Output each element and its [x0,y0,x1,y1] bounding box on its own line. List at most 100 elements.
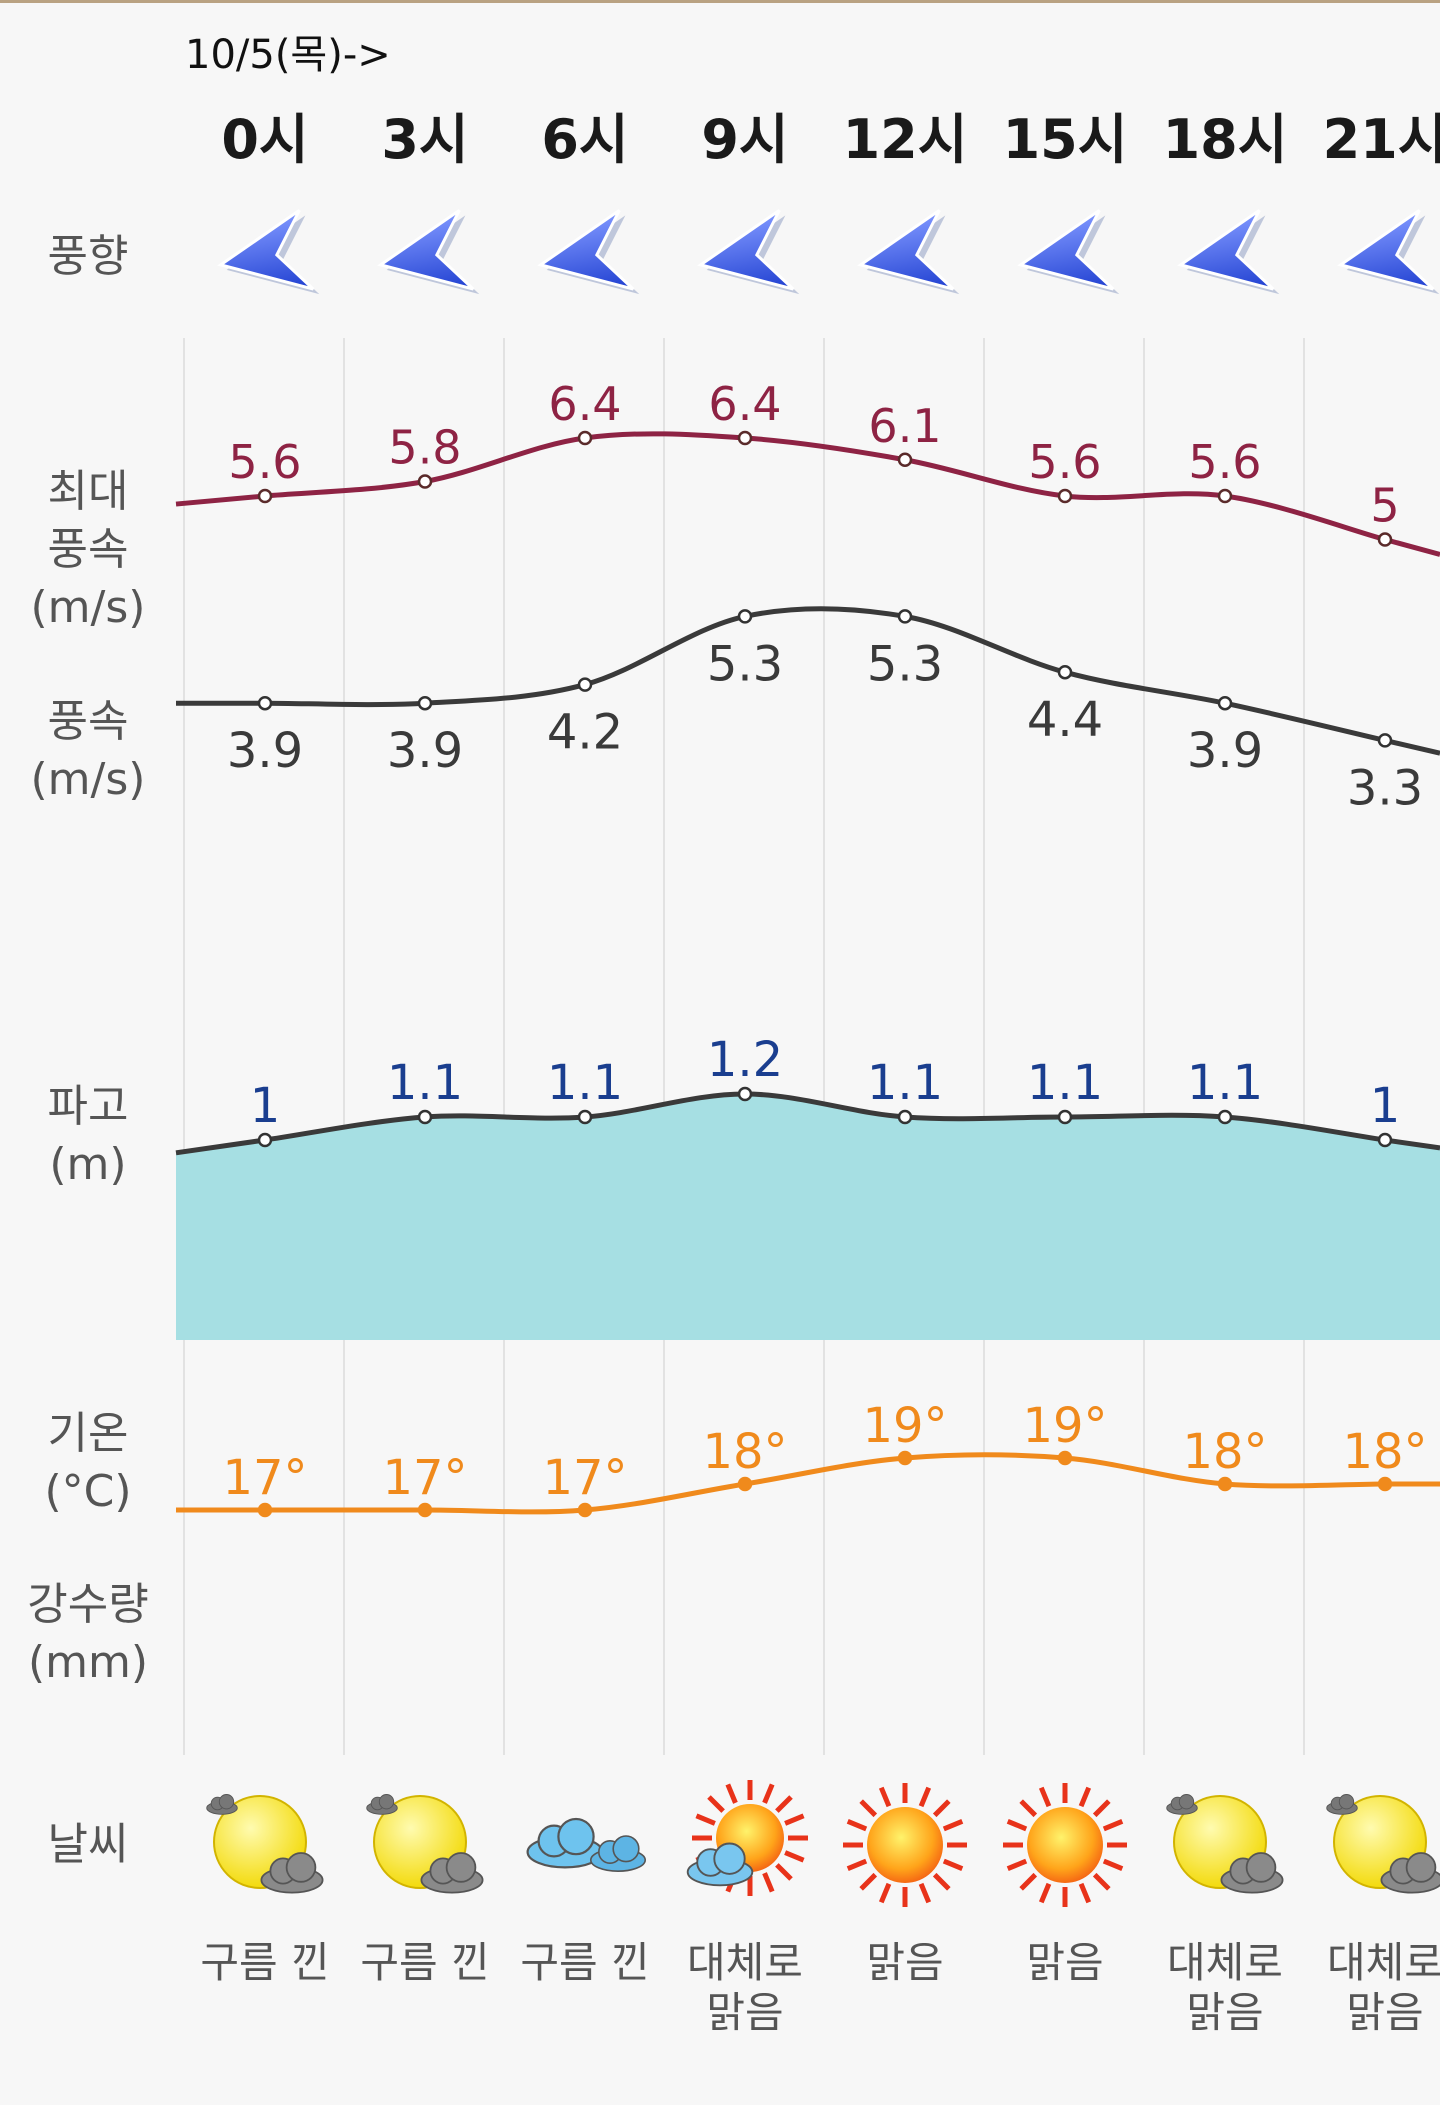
wind-arrow-icon [537,209,640,295]
temperature-point [897,1450,913,1466]
wind-arrow-icon [697,209,800,295]
condition-label: 대체로 맑음 [1167,1938,1283,2037]
sun-cloud-icon [200,1780,330,1910]
max-wind-point [737,430,753,446]
max-wind-point [1057,488,1073,504]
temperature-point [1057,1450,1073,1466]
wave-point [257,1132,273,1148]
max-wind-point [1217,488,1233,504]
wind-speed-value: 3.3 [1347,760,1423,816]
temperature-value: 17° [222,1450,307,1506]
wind-direction-label: 풍향 [47,231,129,282]
wind-speed-point [1217,695,1233,711]
max-wind-line [175,431,1440,557]
wind-speed-point [1377,733,1393,748]
sun-cloud-icon [1320,1780,1440,1910]
wind-arrow-icon [217,209,320,295]
temperature-value: 18° [1182,1424,1267,1480]
date-label: 10/5(목)-> [185,32,391,78]
max-wind-value: 5.6 [1028,435,1101,489]
temperature-point [737,1476,753,1492]
wind-arrow-icon [1337,209,1440,295]
wave-height-value: 1.1 [547,1055,623,1111]
wave-height-value: 1.1 [1027,1055,1103,1111]
temperature-label: 기온 (°C) [44,1408,132,1517]
hour-label: 18시 [1162,108,1288,171]
sun-icon [1000,1780,1130,1910]
max-wind-value: 5 [1370,479,1399,533]
wind-speed-value: 5.3 [707,636,783,692]
wind-speed-point [1057,664,1073,680]
hour-label: 0시 [221,108,309,171]
wind-speed-value: 3.9 [1187,723,1263,779]
max-wind-point [257,488,273,504]
condition-label: 구름 낀 [200,1938,330,1987]
wave-height-value: 1.1 [1187,1055,1263,1111]
temperature-value: 19° [862,1398,947,1454]
wave-point [417,1109,433,1125]
wind-speed-point [257,695,273,711]
wave-height-value: 1 [250,1078,281,1134]
top-border [0,0,1440,3]
condition-label: 대체로 맑음 [1327,1938,1440,2037]
wind-speed-value: 5.3 [867,636,943,692]
wave-point [1057,1109,1073,1125]
wind-speed-point [417,695,433,711]
wind-arrow-icon [857,209,960,295]
temperature-point [1217,1476,1233,1492]
precipitation-label: 강수량 (mm) [27,1579,149,1688]
wave-point [577,1109,593,1125]
wind-direction-row [217,209,1440,295]
wave-area [176,1094,1440,1340]
wind-arrow-icon [1017,209,1120,295]
temperature-point [257,1502,273,1518]
wind-speed-point [577,677,593,692]
max-wind-point [1377,532,1393,547]
temperature-value: 18° [702,1424,787,1480]
temperature-value: 17° [382,1450,467,1506]
hour-label: 6시 [541,108,629,171]
hour-label: 3시 [381,108,469,171]
temperature-point [417,1502,433,1518]
weather-label: 날씨 [47,1819,129,1870]
wave-point [897,1109,913,1125]
temperature-value: 17° [542,1450,627,1506]
temperature-line [176,1452,1440,1515]
wind-speed-label: 풍속 (m/s) [30,696,146,805]
max-wind-point [897,452,913,467]
hour-label: 9시 [701,108,789,171]
temperature-value: 19° [1022,1398,1107,1454]
wave-height-value: 1 [1370,1078,1401,1134]
wave-point [1217,1109,1233,1125]
condition-label: 구름 낀 [520,1938,650,1987]
wind-speed-point [737,609,753,624]
temperature-value: 18° [1342,1424,1427,1480]
max-wind-value: 5.6 [1188,435,1261,489]
wave-height-label: 파고 (m) [47,1081,129,1190]
max-wind-value: 5.8 [388,421,461,475]
wind-speed-point [897,609,913,624]
wave-line [175,1091,1440,1156]
wave-height-value: 1.1 [867,1055,943,1111]
sunny-cloud-icon [680,1780,810,1910]
wind-speed-line [175,606,1440,756]
wave-point [1377,1132,1393,1148]
temperature-point [577,1502,593,1518]
temperature-point [1377,1476,1393,1492]
wind-speed-value: 4.4 [1027,692,1103,748]
wind-arrow-icon [377,209,480,295]
max-wind-label: 최대 풍속 (m/s) [30,466,146,633]
wind-arrow-icon [1177,209,1280,295]
sun-cloud-icon [360,1780,490,1910]
hour-label: 21시 [1322,108,1440,171]
max-wind-value: 6.4 [708,377,781,431]
condition-label: 대체로 맑음 [687,1938,803,2037]
max-wind-value: 6.1 [868,399,941,453]
wave-height-value: 1.2 [707,1032,783,1088]
wind-speed-value: 3.9 [227,723,303,779]
hour-label: 15시 [1002,108,1128,171]
wave-height-value: 1.1 [387,1055,463,1111]
sun-cloud-icon [1160,1780,1290,1910]
condition-label: 구름 낀 [360,1938,490,1987]
